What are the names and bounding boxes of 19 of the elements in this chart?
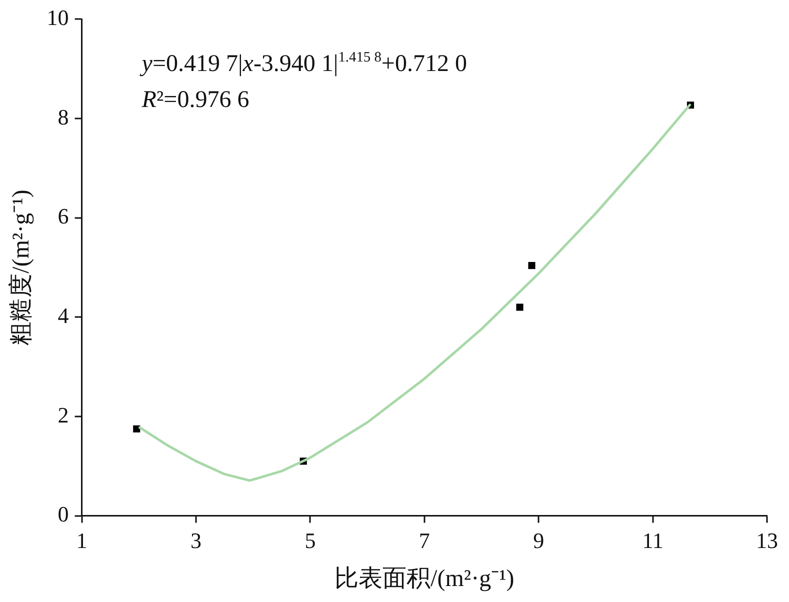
y-tick-label: 2 <box>58 402 69 428</box>
x-axis-title: 比表面积/(m²·g⁻¹) <box>334 566 514 592</box>
x-tick-label: 5 <box>304 528 316 553</box>
point <box>528 262 536 270</box>
y-axis-title: 粗糙度/(m²·g⁻¹) <box>8 190 35 346</box>
y-tick-label: 8 <box>58 104 69 130</box>
x-tick-label: 9 <box>533 528 544 553</box>
x-tick-label: 1 <box>76 528 88 553</box>
y-tick-label: 10 <box>46 4 69 30</box>
point <box>516 304 524 311</box>
text: R²=0.976 6 <box>142 87 250 114</box>
x-tick-label: 11 <box>642 528 664 553</box>
x-tick-label: 13 <box>756 528 778 553</box>
y-tick-label: 0 <box>58 502 69 527</box>
point <box>133 425 140 432</box>
y-tick-label: 4 <box>58 302 69 328</box>
x-tick-label: 3 <box>190 528 202 553</box>
x-tick-label: 7 <box>418 528 430 553</box>
y-tick-label: 6 <box>58 204 69 229</box>
